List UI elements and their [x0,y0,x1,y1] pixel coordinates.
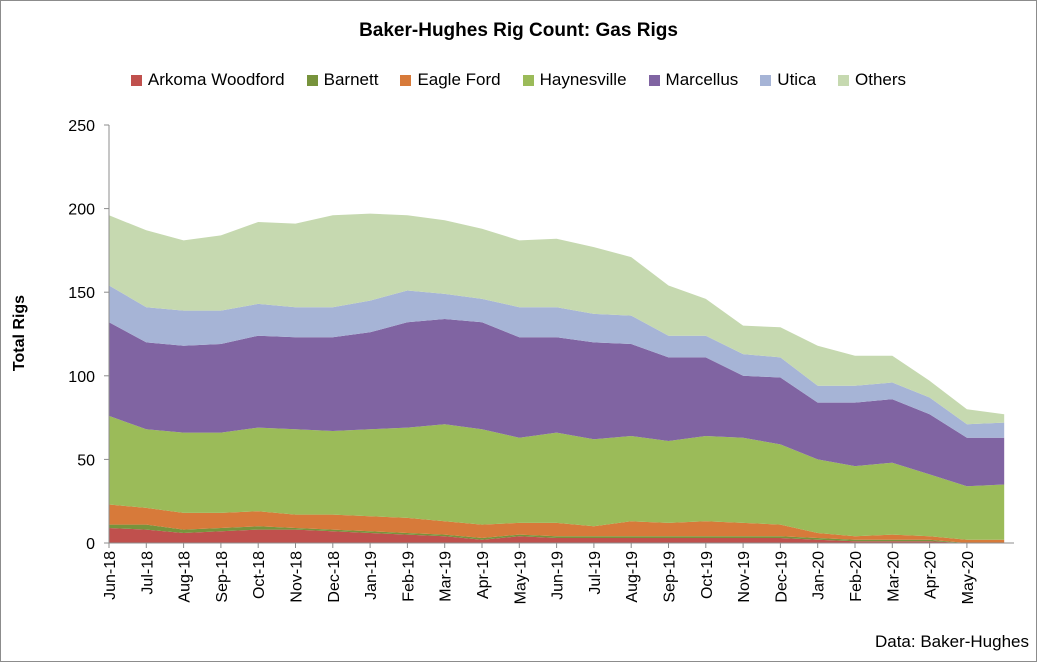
y-tick-label: 100 [68,369,95,386]
series-area-arkoma-woodford [109,528,1005,543]
legend-swatch [306,74,318,86]
chart-title: Baker-Hughes Rig Count: Gas Rigs [359,20,678,41]
legend-item: Others [838,70,906,90]
legend-swatch [838,74,850,86]
x-tick-label: Aug-19 [624,551,641,603]
legend-swatch [400,74,412,86]
x-tick-label: May-19 [512,551,529,604]
x-tick-label: Feb-19 [400,551,417,602]
source-note: Data: Baker-Hughes [874,632,1029,651]
x-tick-label: Mar-19 [438,551,455,602]
x-tick-label: May-20 [960,551,977,604]
legend-label: Marcellus [665,70,739,89]
x-tick-label: Apr-19 [475,551,492,599]
x-tick-label: Jan-19 [363,551,380,600]
x-tick-label: Dec-19 [773,551,790,603]
series-area-barnett [109,524,1005,543]
legend-label: Arkoma Woodford [147,70,285,89]
legend-swatch [130,74,142,86]
series-area-others [109,213,1005,425]
x-tick-label: Jan-20 [811,551,828,600]
x-tick-label: Nov-19 [736,551,753,603]
legend-swatch [760,74,772,86]
x-tick-label: Apr-20 [923,551,940,599]
legend: Arkoma Woodford Barnett Eagle Ford Haynesvi… [0,70,1037,90]
legend-item: Utica [760,70,816,90]
x-tick-label: Dec-18 [326,551,343,603]
x-tick-label: Jul-19 [587,551,604,595]
legend-item: Eagle Ford [400,70,501,90]
series-area-utica [109,285,1005,438]
legend-label: Haynesville [539,70,627,89]
x-tick-label: Jun-19 [550,551,567,600]
x-tick-label: Oct-18 [251,551,268,599]
y-tick-label: 200 [68,202,95,219]
legend-item: Barnett [306,70,379,90]
legend-label: Barnett [323,70,379,89]
y-tick-label: 250 [68,118,95,135]
legend-swatch [522,74,534,86]
y-tick-label: 0 [86,536,95,553]
legend-swatch [648,74,660,86]
x-tick-label: Jun-18 [102,551,119,600]
x-tick-label: Nov-18 [289,551,306,603]
x-tick-label: Sep-18 [214,551,231,603]
x-tick-label: Aug-18 [177,551,194,603]
series-area-haynesville [109,415,1005,540]
legend-label: Others [855,70,907,89]
legend-label: Eagle Ford [417,70,501,89]
legend-item: Haynesville [522,70,627,90]
series-area-eagle-ford [109,504,1005,543]
legend-item: Marcellus [648,70,739,90]
x-tick-label: Feb-20 [848,551,865,602]
y-tick-label: 50 [77,452,95,469]
y-tick-label: 150 [68,285,95,302]
legend-label: Utica [777,70,817,89]
x-tick-label: Jul-18 [139,551,156,595]
x-tick-label: Sep-19 [662,551,679,603]
x-tick-label: Mar-20 [885,551,902,602]
legend-item: Arkoma Woodford [130,70,285,90]
series-area-marcellus [109,319,1005,487]
x-tick-label: Oct-19 [699,551,716,599]
